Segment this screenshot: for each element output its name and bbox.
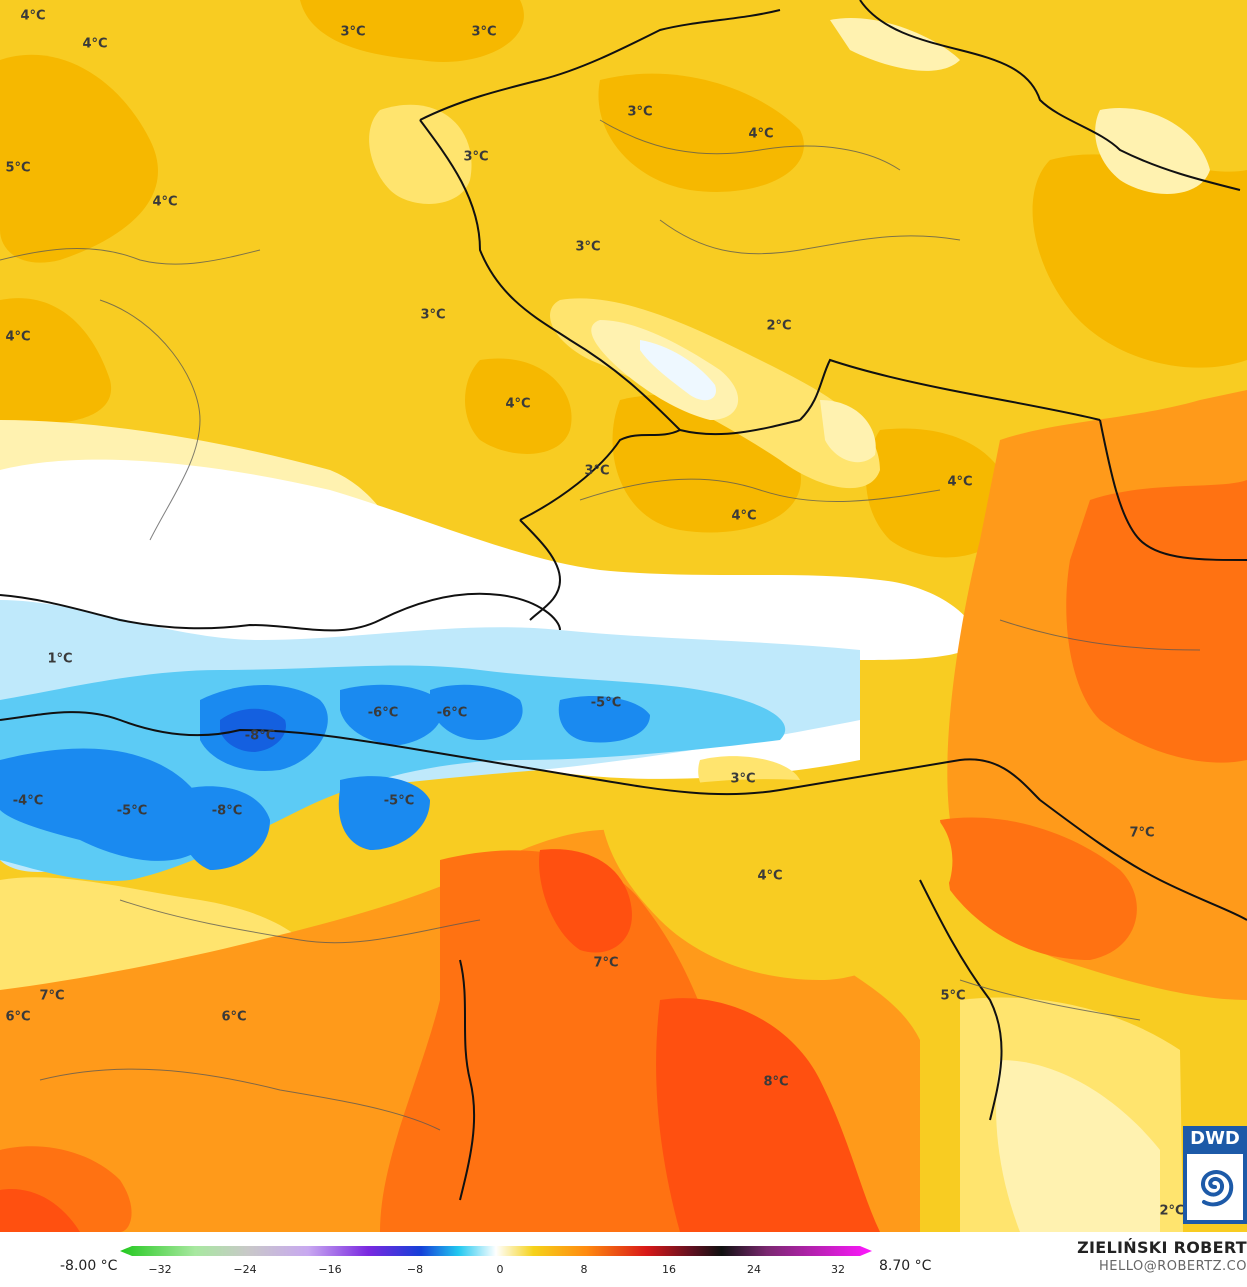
colorbar-tick-label: 32 (831, 1263, 845, 1276)
author-name: ZIELIŃSKI ROBERT (1077, 1238, 1247, 1257)
temp-label: 5°C (5, 161, 30, 176)
author-email: HELLO@ROBERTZ.CO (1098, 1259, 1247, 1274)
dwd-swirl-icon (1187, 1154, 1243, 1220)
colorbar-tick-label: −16 (318, 1263, 341, 1276)
colorbar-tick-label: −24 (233, 1263, 256, 1276)
temp-label: 6°C (221, 1010, 246, 1025)
temp-label: 4°C (5, 330, 30, 345)
temperature-labels: 4°C 4°C 3°C 3°C 5°C 4°C 3°C 3°C 4°C 3°C … (5, 9, 1184, 1219)
temp-label: -5°C (117, 804, 147, 819)
central-yellow-zone (600, 779, 953, 980)
dwd-logo-text: DWD (1190, 1128, 1240, 1149)
temp-label: 7°C (1129, 826, 1154, 841)
temp-label: 4°C (947, 475, 972, 490)
temp-label: 3°C (420, 308, 445, 323)
temp-label: 3°C (575, 240, 600, 255)
temp-label: 3°C (463, 150, 488, 165)
temp-label: -6°C (437, 706, 467, 721)
temp-label: -6°C (368, 706, 398, 721)
temp-label: 7°C (593, 956, 618, 971)
colorbar-tick-label: −8 (407, 1263, 423, 1276)
colorbar-tick-label: 8 (581, 1263, 588, 1276)
temp-label: -8°C (212, 804, 242, 819)
legend-footer: -8.00 °C −32 −24 (0, 1232, 1247, 1287)
colorbar-ticks: −32 −24 −16 −8 0 8 16 24 32 (148, 1263, 845, 1276)
temp-label: 4°C (757, 869, 782, 884)
temp-label: 6°C (5, 1010, 30, 1025)
temp-label: 7°C (39, 989, 64, 1004)
colorbar-gradient (120, 1246, 872, 1256)
temp-label: 2°C (1159, 1204, 1184, 1219)
temp-label: 1°C (47, 652, 72, 667)
temperature-map: 4°C 4°C 3°C 3°C 5°C 4°C 3°C 3°C 4°C 3°C … (0, 0, 1247, 1232)
dwd-logo: DWD (1183, 1126, 1247, 1224)
temp-label: -4°C (13, 794, 43, 809)
temp-label: 4°C (82, 37, 107, 52)
min-value-label: -8.00 °C (60, 1258, 118, 1274)
region-borders (0, 119, 1201, 1131)
temp-label: 3°C (584, 464, 609, 479)
map-canvas: 4°C 4°C 3°C 3°C 5°C 4°C 3°C 3°C 4°C 3°C … (0, 0, 1247, 1232)
colorbar-tick-label: 0 (497, 1263, 504, 1276)
colorbar-tick-label: −32 (148, 1263, 171, 1276)
temp-label: 4°C (20, 9, 45, 24)
temp-label: 3°C (627, 105, 652, 120)
colorbar-tick-label: 24 (747, 1263, 761, 1276)
temp-label: 3°C (471, 25, 496, 40)
temperature-colorbar: −32 −24 −16 −8 0 8 16 24 32 (120, 1246, 872, 1276)
temp-label: 4°C (731, 509, 756, 524)
temp-label: 2°C (766, 319, 791, 334)
country-borders (0, 0, 1247, 1201)
temp-label: -8°C (245, 729, 275, 744)
temp-label: 5°C (940, 989, 965, 1004)
temp-label: 4°C (748, 127, 773, 142)
temp-label: 4°C (152, 195, 177, 210)
temp-label: -5°C (384, 794, 414, 809)
temp-label: 3°C (730, 772, 755, 787)
temp-label: 8°C (763, 1075, 788, 1090)
cold-blue-cores (0, 684, 650, 870)
temp-label: 4°C (505, 397, 530, 412)
temp-label: 3°C (340, 25, 365, 40)
colorbar-tick-label: 16 (662, 1263, 676, 1276)
temp-label: -5°C (591, 696, 621, 711)
author-credit: ZIELIŃSKI ROBERT HELLO@ROBERTZ.CO (1077, 1238, 1247, 1274)
max-value-label: 8.70 °C (879, 1258, 932, 1274)
